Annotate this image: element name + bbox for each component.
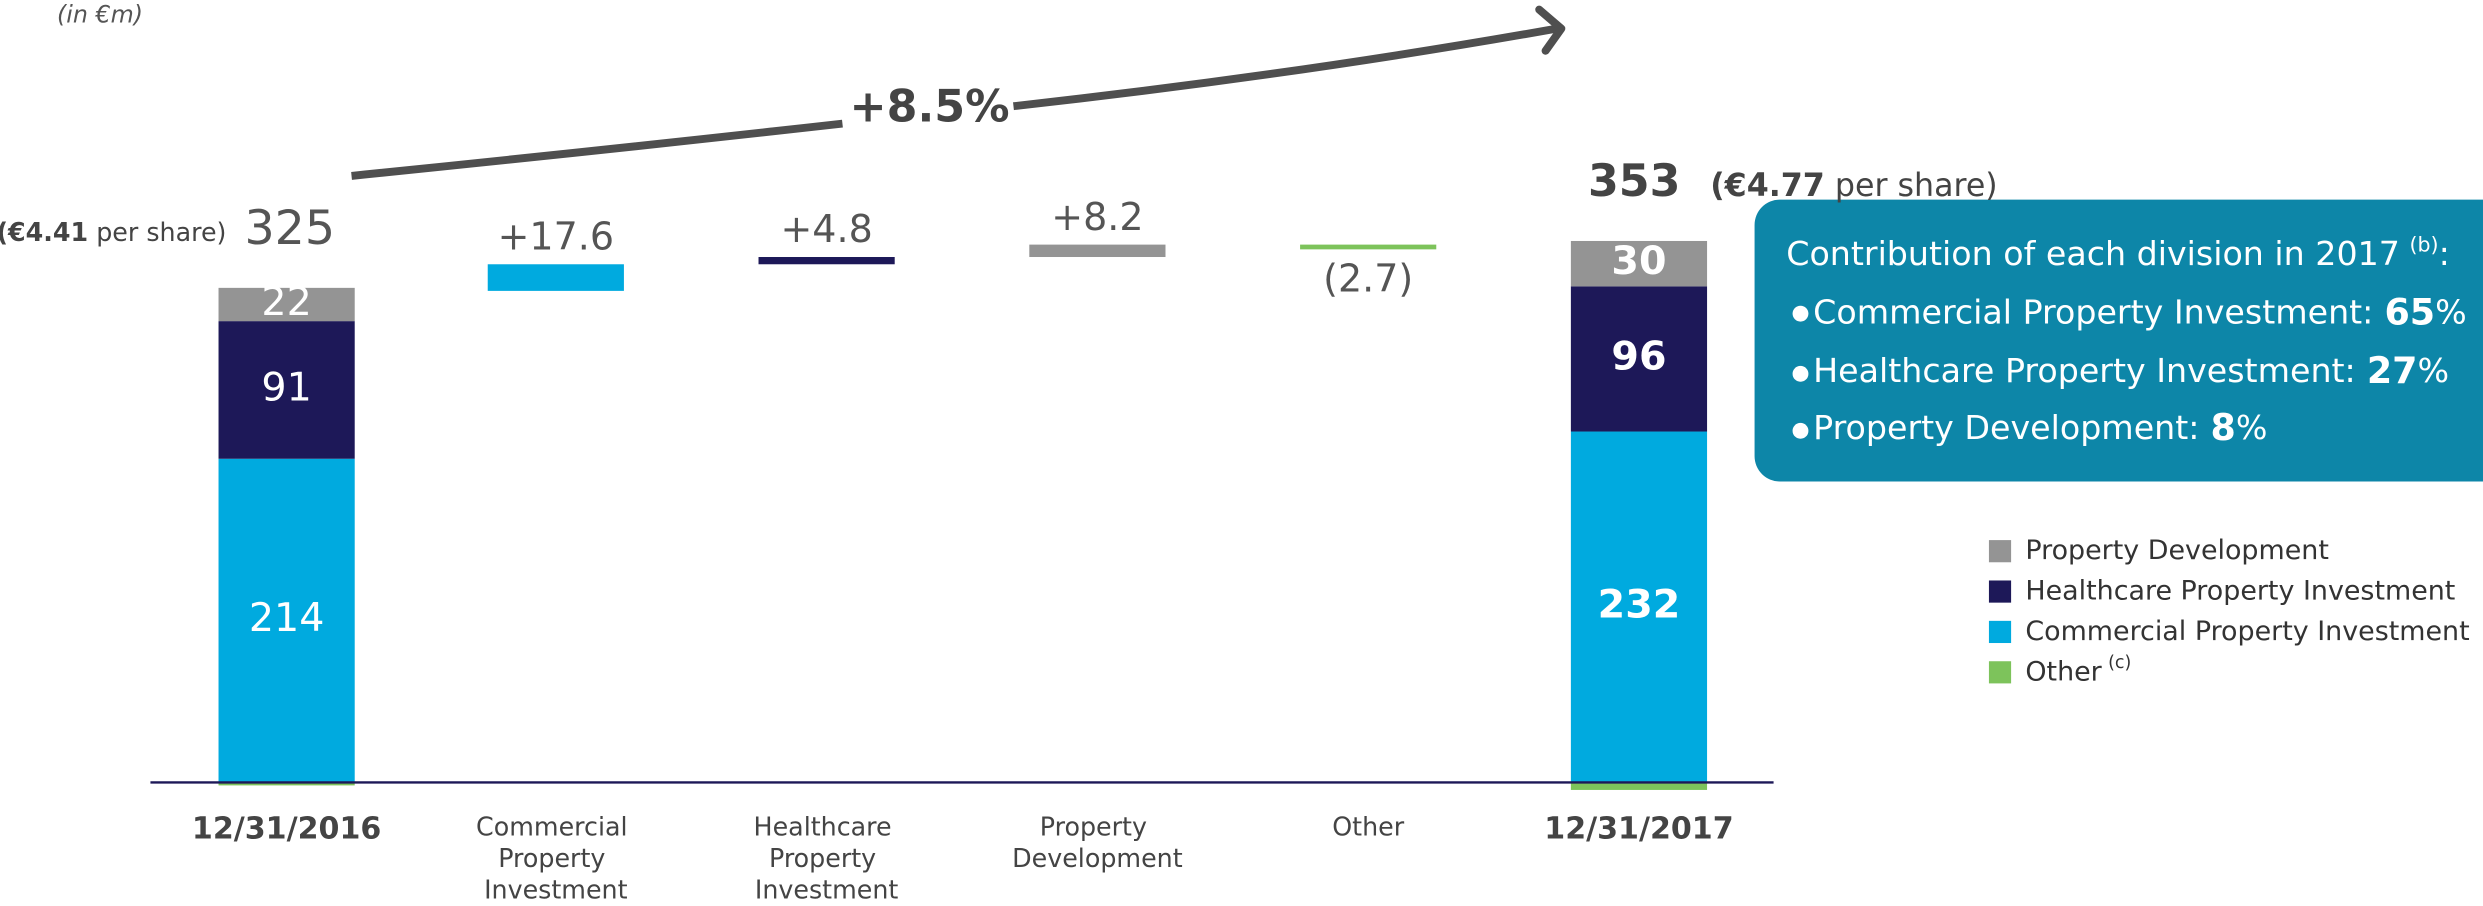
bar-segment	[218, 782, 355, 786]
bar	[1029, 244, 1166, 258]
bullet	[1792, 365, 1809, 382]
unit-note: (in €m)	[57, 0, 143, 28]
legend-swatch	[1988, 620, 2012, 644]
callout-item: Commercial Property Investment: 65%	[1813, 290, 2467, 333]
x-tick-label: Healthcare Property Investment	[754, 811, 900, 904]
bar-segment	[218, 321, 355, 459]
bar-segment	[218, 287, 355, 322]
data-label: (2.7)	[1323, 257, 1413, 301]
legend-note: (c)	[2108, 653, 2131, 673]
x-tick-label: 12/31/2016	[192, 811, 381, 846]
callout-item-label: Property Development:	[1813, 408, 2199, 447]
bar	[487, 264, 624, 291]
legend-name: Property Development	[2025, 535, 2329, 566]
data-label: 30	[1611, 238, 1666, 284]
callout-item-label: Healthcare Property Investment:	[1813, 351, 2356, 390]
total-label: 353	[1588, 156, 1681, 207]
callout-title: Contribution of each division in 2017 (b)…	[1786, 233, 2450, 273]
data-label: +17.6	[498, 214, 614, 258]
arrow-line	[1013, 24, 1558, 111]
bar-segment	[1570, 431, 1708, 783]
data-label: 232	[1598, 581, 1681, 627]
bar-segment	[1570, 240, 1708, 287]
data-label: 91	[261, 364, 311, 410]
legend-name: Healthcare Property Investment	[2025, 575, 2455, 606]
bar-segment	[218, 458, 355, 783]
x-tick-label: Commercial Property Investment	[476, 811, 636, 904]
callout-item-unit: %	[2236, 408, 2268, 447]
legend-swatch	[1988, 540, 2012, 563]
callout-colon: :	[2439, 234, 2450, 273]
callout-item-value: 65	[2384, 290, 2435, 333]
arrow-head	[1535, 5, 1566, 55]
legend-label: Other (c)	[2025, 653, 2131, 687]
growth-arrow	[351, 5, 1566, 180]
legend-label: Healthcare Property Investment	[2025, 575, 2455, 606]
callout-item-label: Commercial Property Investment:	[1813, 292, 2373, 331]
total-label: 325	[244, 201, 335, 256]
arrow-line	[351, 119, 843, 180]
callout-item-value: 27	[2367, 349, 2418, 392]
per-share-note: (€4.77 per share)	[1710, 168, 1997, 204]
per-share-value: 4.77	[1747, 168, 1825, 204]
x-tick-label: Property Development	[1012, 811, 1183, 873]
x-tick-label: Other	[1332, 811, 1405, 841]
per-share-note: (€4.41 per share)	[0, 217, 226, 247]
bullet	[1792, 305, 1809, 322]
data-label: 96	[1611, 333, 1666, 379]
legend-swatch	[1988, 661, 2012, 684]
callout-item-value: 8	[2211, 406, 2236, 449]
per-share-prefix: (€	[0, 217, 26, 247]
callout-item-unit: %	[2435, 292, 2467, 331]
per-share-suffix: per share)	[1825, 168, 1998, 204]
bar-segment	[1570, 782, 1708, 790]
legend-swatch	[1988, 580, 2012, 603]
legend-label: Property Development	[2025, 535, 2329, 566]
data-label: +4.8	[780, 207, 872, 251]
callout-item: Property Development: 8%	[1813, 406, 2267, 449]
growth-label: +8.5%	[849, 81, 1009, 132]
callout-item: Healthcare Property Investment: 27%	[1813, 349, 2449, 392]
bullet	[1792, 422, 1809, 439]
callout-item-unit: %	[2418, 351, 2450, 390]
per-share-suffix: per share)	[88, 217, 226, 247]
legend-name: Other	[2025, 656, 2102, 687]
data-label: 214	[249, 595, 325, 641]
bar	[1300, 244, 1437, 250]
legend-label: Commercial Property Investment	[2025, 615, 2469, 646]
callout-note: (b)	[2409, 233, 2438, 257]
data-label: +8.2	[1051, 195, 1143, 239]
legend-name: Commercial Property Investment	[2025, 615, 2469, 646]
callout-box	[1754, 199, 2483, 482]
callout-title-text: Contribution of each division in 2017	[1786, 234, 2400, 273]
per-share-value: 4.41	[26, 217, 88, 247]
bar	[758, 257, 895, 265]
data-label: 22	[261, 279, 311, 325]
per-share-prefix: (€	[1710, 168, 1747, 204]
x-tick-label: 12/31/2017	[1544, 811, 1733, 846]
bar-segment	[1570, 286, 1708, 432]
